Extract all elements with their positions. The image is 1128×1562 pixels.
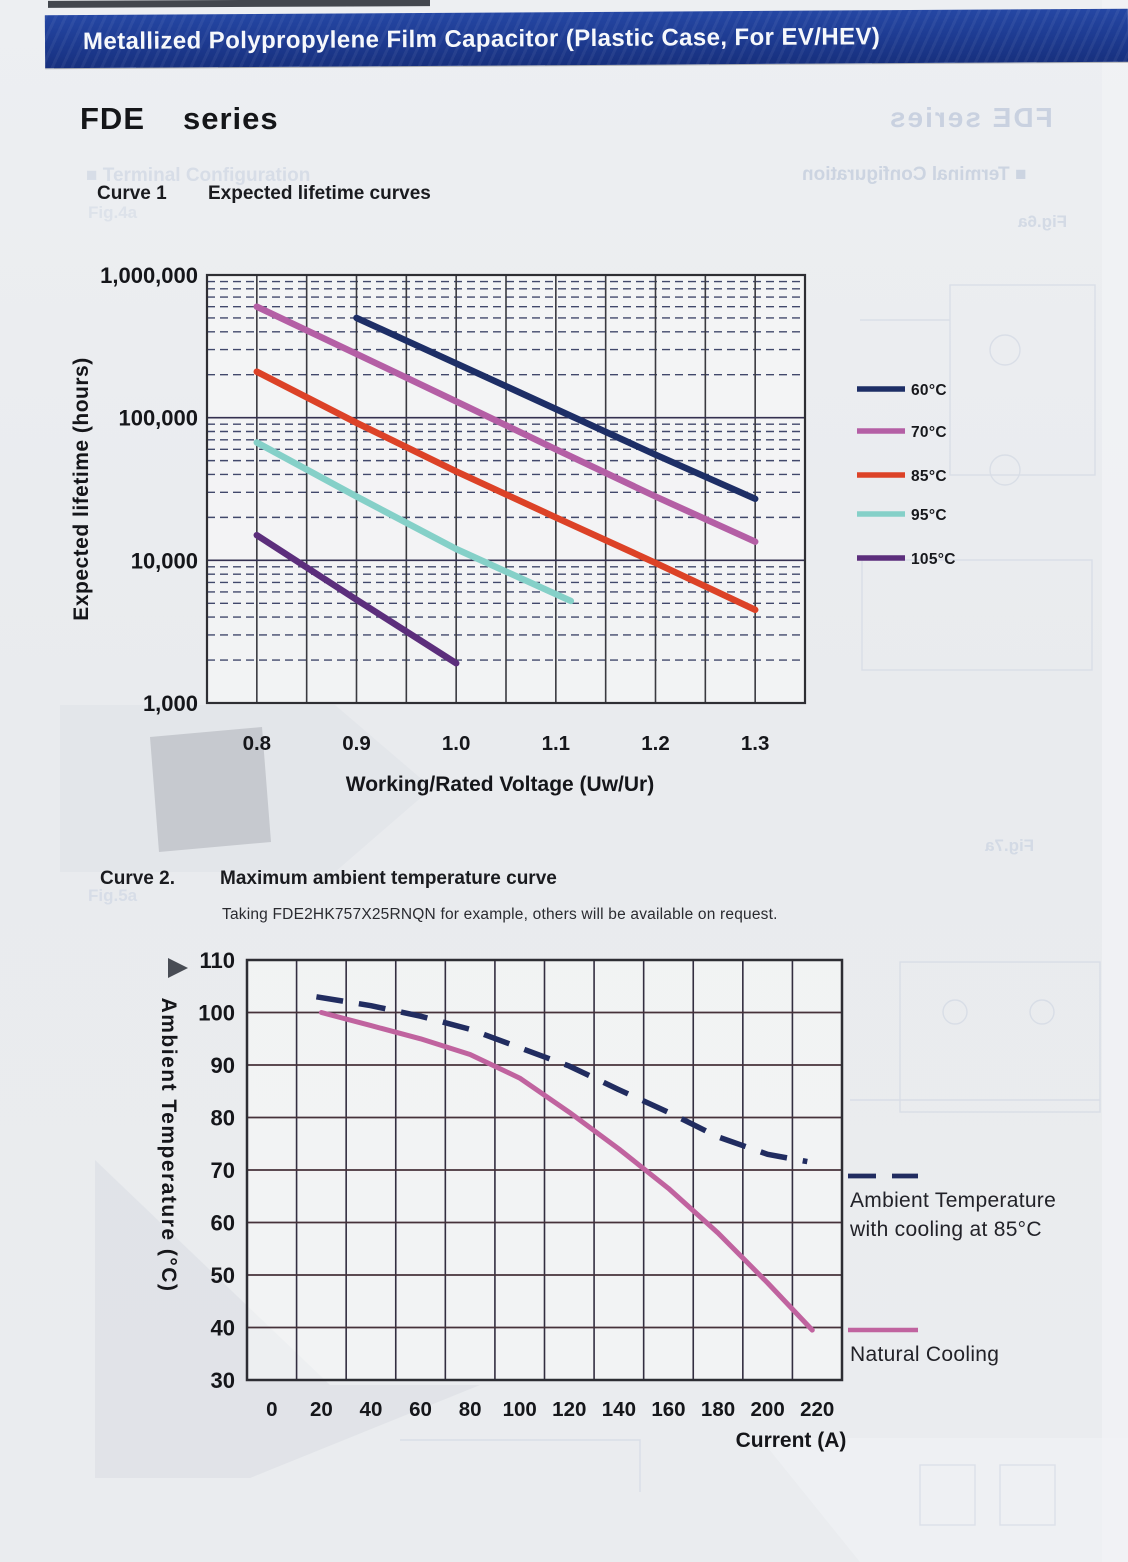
y-tick-label: 90 xyxy=(211,1053,235,1078)
legend-label: 70°C xyxy=(911,424,947,441)
series-heading: FDE series xyxy=(80,101,279,137)
y-tick-label: 100,000 xyxy=(118,406,198,431)
series-code: FDE xyxy=(80,101,145,136)
legend-label: Natural Cooling xyxy=(850,1343,999,1366)
x-tick-label: 140 xyxy=(602,1398,636,1421)
x-tick-label: 0.8 xyxy=(243,732,271,755)
y-tick-label: 60 xyxy=(211,1211,235,1236)
curve1-title: Expected lifetime curves xyxy=(208,183,431,204)
x-tick-label: 0.9 xyxy=(342,732,371,755)
x-tick-label: 100 xyxy=(503,1398,537,1421)
legend-label: Ambient Temperature xyxy=(850,1189,1056,1212)
x-tick-label: 0 xyxy=(266,1398,277,1421)
series-line-95-c xyxy=(253,439,575,605)
x-tick-label: 160 xyxy=(651,1398,685,1421)
y-tick-label: 1,000,000 xyxy=(100,263,198,288)
x-axis-title: Working/Rated Voltage (Uw/Ur) xyxy=(346,773,654,796)
x-tick-label: 20 xyxy=(310,1398,333,1421)
plot-frame xyxy=(245,958,844,1382)
x-tick-label: 220 xyxy=(800,1398,834,1421)
curve2-note: Taking FDE2HK757X25RNQN for example, oth… xyxy=(222,906,778,923)
series-line-60-c xyxy=(353,314,759,503)
x-tick-label: 60 xyxy=(409,1398,432,1421)
ghost-fig4-label: Fig.4a xyxy=(88,203,138,222)
curve2-label: Curve 2. xyxy=(100,868,175,889)
x-tick-label: 120 xyxy=(552,1398,586,1421)
legend-label: 95°C xyxy=(911,507,947,524)
legend-label: 105°C xyxy=(911,551,956,568)
y-tick-label: 100 xyxy=(198,1001,235,1026)
x-tick-label: 180 xyxy=(701,1398,735,1421)
y-tick-label: 10,000 xyxy=(131,548,198,573)
x-tick-label: 1.1 xyxy=(542,732,571,755)
x-axis-title: Current (A) xyxy=(736,1429,847,1452)
y-tick-label: 30 xyxy=(211,1368,235,1393)
x-tick-label: 80 xyxy=(459,1398,482,1421)
y-tick-label: 40 xyxy=(211,1316,235,1341)
x-tick-label: 1.0 xyxy=(442,732,471,755)
y-tick-label: 80 xyxy=(211,1106,235,1131)
x-tick-label: 40 xyxy=(360,1398,383,1421)
series-word: series xyxy=(183,101,279,136)
x-tick-label: 1.2 xyxy=(641,732,670,755)
x-tick-label: 200 xyxy=(751,1398,785,1421)
legend-label: 85°C xyxy=(911,468,947,485)
ghost-fig7-label-mirrored: Fig.7a xyxy=(985,836,1035,855)
ambient-temperature-chart: 0 20 40 60 80 100 120 140 160 180 200 220 30 40 50 60 70… xyxy=(157,948,1056,1452)
y-tick-label: 1,000 xyxy=(143,691,198,716)
curve1-label: Curve 1 xyxy=(97,183,167,204)
series-line-70-c xyxy=(253,303,759,545)
scan-edge-strip xyxy=(47,0,431,8)
ghost-terminal-configuration-mirrored: ■ Terminal Configuration xyxy=(802,164,1027,185)
y-axis-title: Ambient Temperature (°C) xyxy=(157,998,180,1293)
lifetime-chart: 0.8 0.9 1.0 1.1 1.2 1.3 1,000 10,000 100,000 1,00… xyxy=(70,263,956,796)
curve2-title: Maximum ambient temperature curve xyxy=(220,868,557,889)
y-axis-title: Expected lifetime (hours) xyxy=(70,357,93,620)
series-line-natural-cooling xyxy=(318,1010,815,1333)
y-tick-label: 70 xyxy=(211,1158,235,1183)
series-line-ambient-temperature-with-cooling-at-85-c xyxy=(315,994,808,1165)
y-tick-label: 110 xyxy=(200,948,236,973)
plot-frame xyxy=(205,273,807,705)
series-line-105-c xyxy=(253,531,460,667)
y-tick-label: 50 xyxy=(211,1263,235,1288)
banner-title: Metallized Polypropylene Film Capacitor … xyxy=(82,22,881,55)
x-tick-label: 1.3 xyxy=(741,732,770,755)
series-line-85-c xyxy=(253,368,759,614)
header-banner: Metallized Polypropylene Film Capacitor … xyxy=(44,8,1128,69)
ghost-fde-series-mirrored: FDE series xyxy=(888,102,1053,133)
ghost-fig6-label-mirrored: Fig.6a xyxy=(1018,212,1068,231)
legend-label: with cooling at 85°C xyxy=(849,1218,1042,1241)
legend-label: 60°C xyxy=(911,382,947,399)
